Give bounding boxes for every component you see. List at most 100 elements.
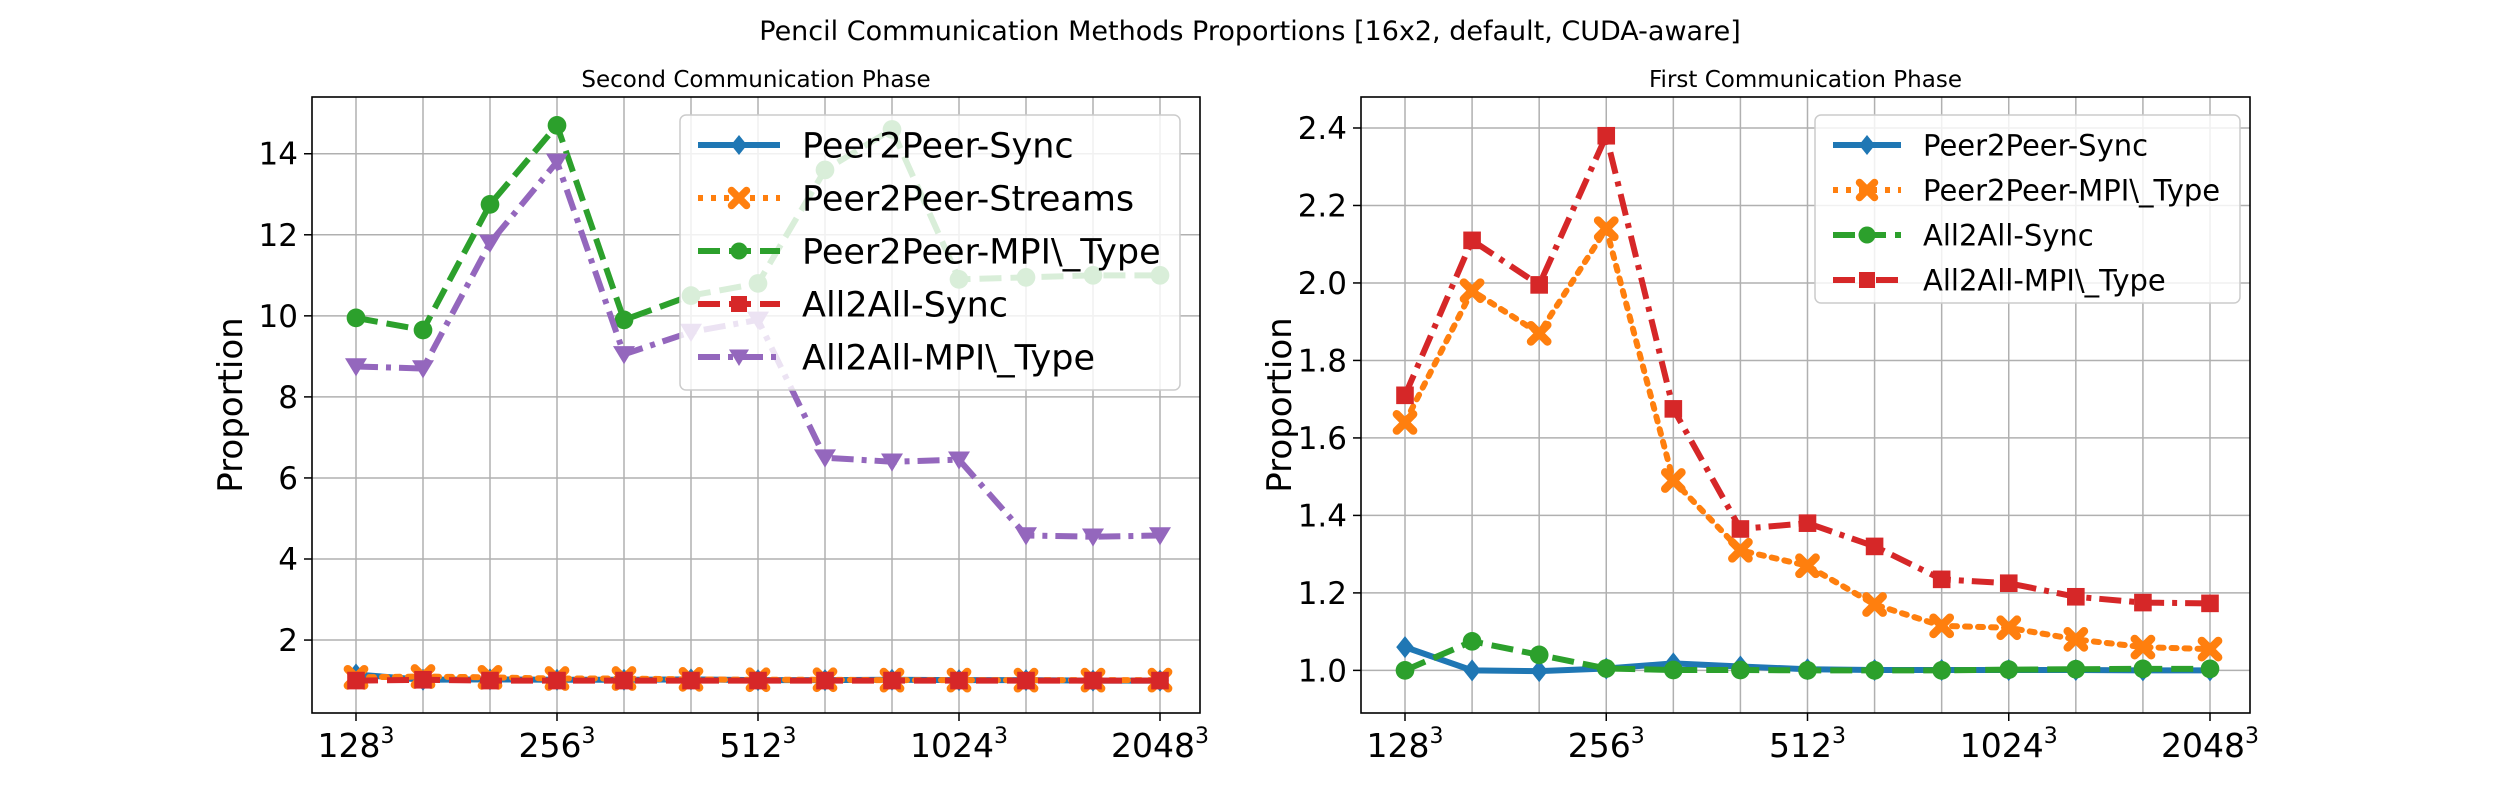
series-peer2peer-mpi-type-point <box>1526 320 1552 346</box>
series-all2all-mpi-type-point <box>613 346 635 365</box>
series-all2all-mpi-type <box>1396 126 2219 613</box>
y-tick-label: 4 <box>278 542 298 578</box>
series-all2all-sync-point <box>1932 661 1952 680</box>
series-all2all-sync-point <box>2066 659 2086 679</box>
legend-entry-label: Peer2Peer-MPI\_Type <box>802 233 1161 273</box>
y-tick-label: 2.0 <box>1298 266 1347 302</box>
series-peer2peer-mpi-type-point <box>1929 613 1955 639</box>
series-peer2peer-mpi-type <box>1392 216 2223 662</box>
series-peer2peer-mpi-type-point <box>1459 278 1485 304</box>
series-all2all-sync-point <box>749 671 767 690</box>
series-all2all-sync-point <box>414 670 432 689</box>
series-all2all-mpi-type-point <box>1015 527 1037 546</box>
x-tick-label: 10243 <box>910 724 1008 765</box>
series-all2all-mpi-type-point <box>1798 514 1817 532</box>
series-peer2peer-mpi-type-point <box>1593 216 1619 242</box>
x-tick-label: 1283 <box>318 724 395 765</box>
series-all2all-mpi-type-point <box>2134 593 2152 612</box>
series-all2all-mpi-type-point <box>412 360 434 379</box>
series-peer2peer-mpi-type-point <box>547 116 567 135</box>
series-peer2peer-sync-point <box>1530 660 1548 683</box>
legend-marker <box>1859 272 1875 288</box>
x-tick-label: 2563 <box>1568 724 1645 765</box>
series-all2all-mpi-type-point <box>1932 570 1951 589</box>
legend-marker <box>731 135 747 155</box>
legend-marker <box>1858 226 1876 244</box>
series-all2all-mpi-type-point <box>1530 276 1548 294</box>
series-all2all-sync-point <box>1596 659 1616 678</box>
series-all2all-mpi-type-point <box>1463 231 1481 250</box>
legend: Peer2Peer-Sync Peer2Peer-MPI\_Type All2All… <box>1814 114 2241 304</box>
series-all2all-sync <box>347 670 1169 690</box>
series-all2all-sync-point <box>1084 671 1102 690</box>
series-all2all-sync <box>1395 631 2220 680</box>
series-peer2peer-mpi-type-point <box>1996 615 2022 641</box>
series-all2all-sync-point <box>1865 661 1884 680</box>
series-peer2peer-mpi-type-point <box>413 320 433 340</box>
figure-title: Pencil Communication Methods Proportions… <box>759 16 1741 47</box>
series-all2all-sync-point <box>1529 645 1549 665</box>
series-all2all-mpi-type-point <box>1999 574 2018 593</box>
series-all2all-sync-point <box>1663 660 1683 680</box>
legend-marker <box>730 242 748 260</box>
series-all2all-sync-point <box>950 671 968 690</box>
series-peer2peer-mpi-type-point <box>2197 636 2223 662</box>
series-all2all-mpi-type-point <box>1865 537 1884 556</box>
y-tick-label: 1.6 <box>1298 421 1347 457</box>
series-all2all-sync-point <box>2133 659 2153 679</box>
x-tick-label: 10243 <box>1960 724 2058 765</box>
chart-first-communication-phase: First Communication Phase Proportion 1.0 1.… <box>1260 67 2259 765</box>
y-axis-label: Proportion <box>211 317 251 492</box>
legend-box <box>679 114 1181 391</box>
series-all2all-sync-point <box>1017 671 1035 690</box>
series-peer2peer-mpi-type-point <box>346 308 366 328</box>
series-all2all-sync-point <box>1999 660 2019 679</box>
series-peer2peer-mpi-type-point <box>1795 553 1820 579</box>
series-all2all-mpi-type-point <box>881 453 903 472</box>
legend-marker <box>731 296 747 312</box>
series-all2all-mpi-type-point <box>1396 386 1414 405</box>
plot-frame <box>1360 96 2251 714</box>
legend-entry-label: All2All-MPI\_Type <box>802 339 1095 379</box>
series-peer2peer-mpi-type-point <box>1660 468 1686 493</box>
series-all2all-sync-point <box>1731 660 1750 680</box>
series-peer2peer-mpi-type-point <box>2063 627 2089 652</box>
y-tick-label: 1.0 <box>1298 653 1347 689</box>
y-tick-label: 1.2 <box>1298 576 1347 612</box>
series-all2all-sync-point <box>816 671 834 690</box>
legend-entry-label: Peer2Peer-Streams <box>802 180 1134 220</box>
series-all2all-sync-point <box>2200 659 2220 679</box>
series-all2all-mpi-type-point <box>479 234 501 253</box>
legend-entry-label: All2All-Sync <box>802 286 1008 326</box>
series-all2all-mpi-type-point <box>2201 594 2219 613</box>
series-all2all-sync-point <box>548 671 566 690</box>
series-all2all-sync-point <box>1395 661 1415 680</box>
series-peer2peer-mpi-type-point <box>1392 410 1418 435</box>
x-tick-label: 20483 <box>1111 724 1209 765</box>
x-tick-label: 20483 <box>2161 724 2259 765</box>
series-all2all-sync-point <box>1151 671 1169 690</box>
series-all2all-sync-point <box>347 671 365 690</box>
series-all2all-sync-point <box>1462 631 1482 651</box>
series-peer2peer-mpi-type-point <box>1728 537 1753 563</box>
series-all2all-mpi-type-point <box>948 451 970 470</box>
y-tick-label: 2.2 <box>1298 188 1347 224</box>
x-tick-label: 5123 <box>1769 724 1846 765</box>
legend-marker <box>729 349 749 366</box>
y-axis-label: Proportion <box>1260 317 1300 492</box>
series-peer2peer-sync-point <box>1463 659 1481 682</box>
legend-entry-label: Peer2Peer-Sync <box>802 127 1074 167</box>
series-peer2peer-mpi-type-point <box>614 310 634 330</box>
legend-marker <box>1855 178 1879 202</box>
y-tick-label: 2.4 <box>1298 111 1347 147</box>
series-all2all-sync-point <box>682 671 700 690</box>
series-all2all-mpi-type-point <box>1149 527 1171 546</box>
series-peer2peer-sync-point <box>1396 636 1414 659</box>
legend-entry-label: Peer2Peer-Sync <box>1923 128 2148 162</box>
subplot-title: First Communication Phase <box>1649 67 1962 93</box>
plot-frame <box>311 96 1201 714</box>
legend-marker <box>1859 135 1875 155</box>
subplot-title: Second Communication Phase <box>581 67 930 93</box>
x-tick-label: 1283 <box>1367 724 1444 765</box>
series-all2all-mpi-type-point <box>345 358 367 377</box>
